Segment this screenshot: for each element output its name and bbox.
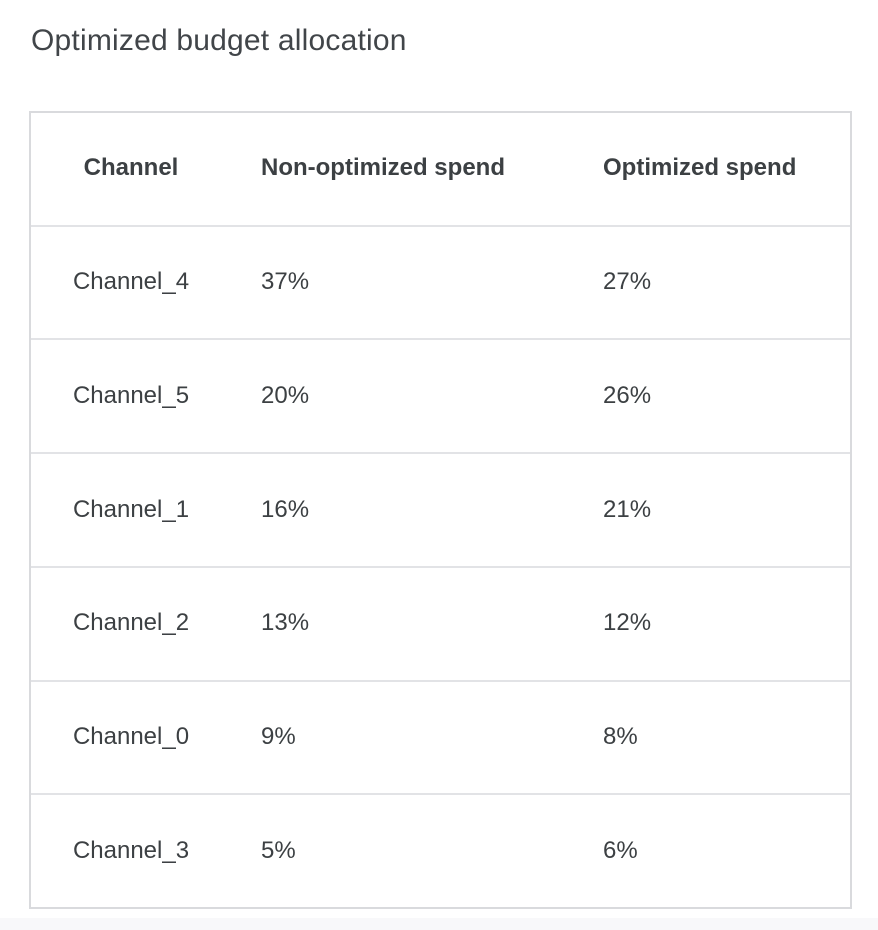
table-row: Channel_1 16% 21% bbox=[31, 452, 850, 566]
page-title: Optimized budget allocation bbox=[31, 24, 407, 57]
table-row: Channel_5 20% 26% bbox=[31, 338, 850, 453]
table-row: Channel_0 9% 8% bbox=[31, 679, 850, 794]
non-optimized-spend-cell: 9% bbox=[261, 723, 296, 751]
channel-cell: Channel_0 bbox=[72, 723, 190, 751]
optimized-spend-cell: 27% bbox=[603, 268, 652, 296]
column-header-non-optimized-spend: Non-optimized spend bbox=[261, 154, 505, 182]
non-optimized-spend-cell: 5% bbox=[261, 836, 296, 864]
table-header-row: Channel Non-optimized spend Optimized sp… bbox=[31, 113, 850, 225]
non-optimized-spend-cell: 13% bbox=[261, 609, 310, 637]
optimized-spend-cell: 21% bbox=[603, 495, 652, 523]
column-header-optimized-spend: Optimized spend bbox=[603, 154, 797, 182]
optimized-spend-cell: 6% bbox=[603, 836, 638, 864]
optimized-spend-cell: 8% bbox=[603, 723, 638, 751]
channel-cell: Channel_3 bbox=[72, 836, 190, 864]
channel-cell: Channel_2 bbox=[72, 609, 190, 637]
table-row: Channel_4 37% 27% bbox=[31, 224, 850, 339]
page-bottom-strip bbox=[0, 918, 878, 930]
non-optimized-spend-cell: 16% bbox=[261, 495, 310, 523]
channel-cell: Channel_4 bbox=[72, 268, 190, 296]
optimized-spend-cell: 26% bbox=[603, 381, 652, 409]
table-row: Channel_2 13% 12% bbox=[31, 565, 850, 680]
channel-cell: Channel_5 bbox=[72, 381, 190, 409]
optimized-spend-cell: 12% bbox=[603, 609, 652, 637]
table-row: Channel_3 5% 6% bbox=[31, 793, 850, 908]
column-header-channel: Channel bbox=[83, 154, 179, 182]
non-optimized-spend-cell: 37% bbox=[261, 268, 310, 296]
non-optimized-spend-cell: 20% bbox=[261, 381, 310, 409]
channel-cell: Channel_1 bbox=[72, 495, 190, 523]
budget-allocation-table: Channel Non-optimized spend Optimized sp… bbox=[29, 111, 852, 909]
